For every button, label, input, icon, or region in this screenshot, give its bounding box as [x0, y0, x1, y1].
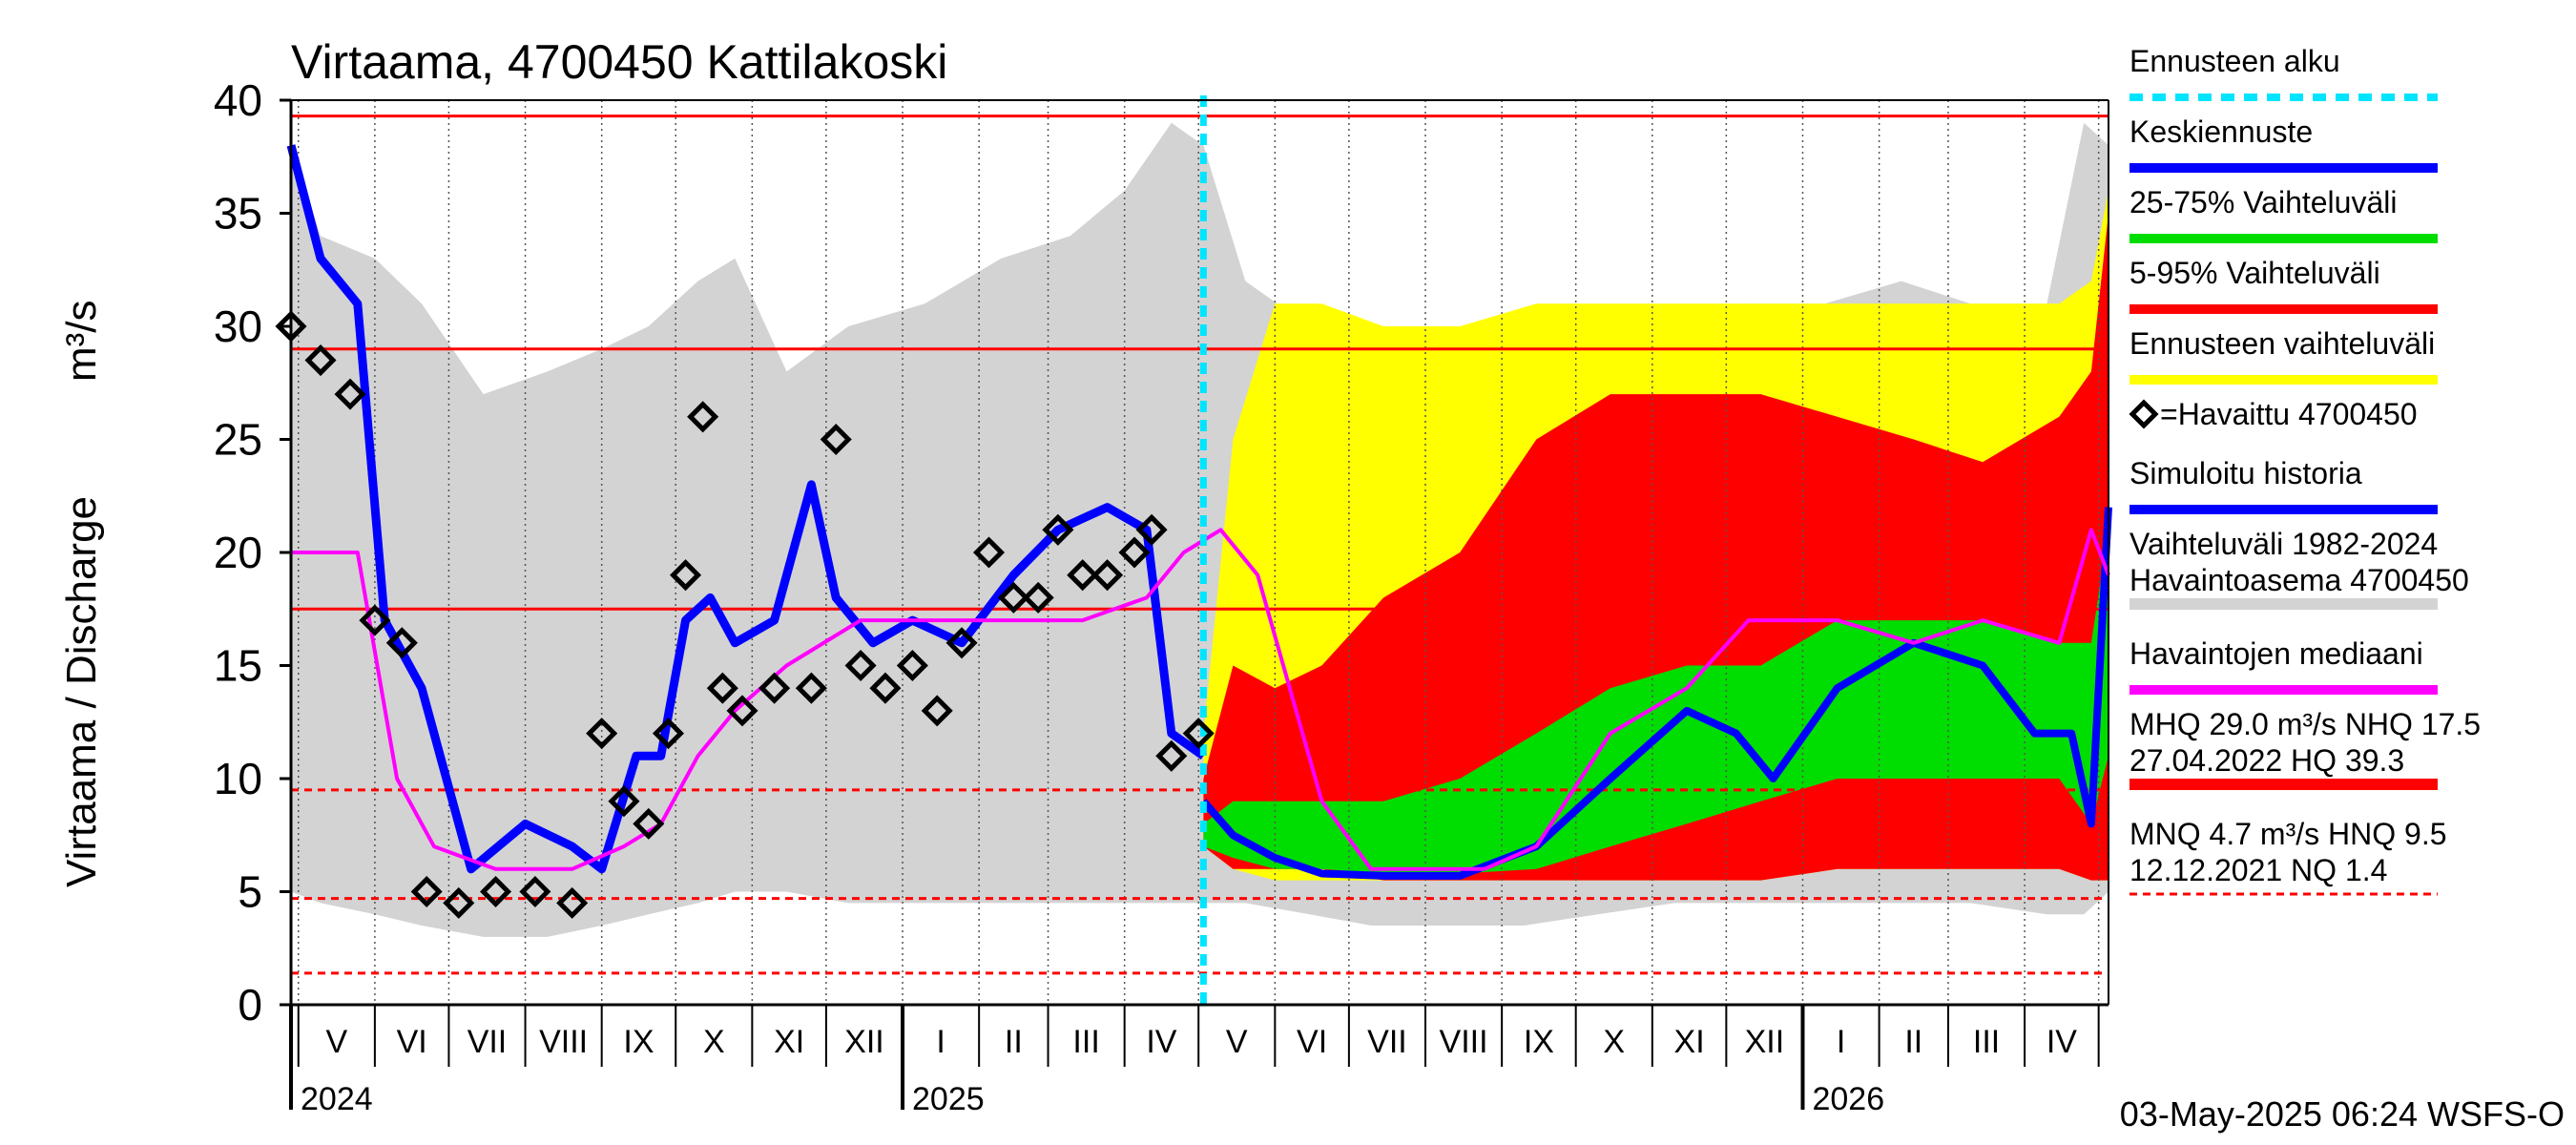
observed-point-35 [1182, 718, 1215, 750]
legend-label-10: MNQ 4.7 m³/s HNQ 9.5 [2129, 817, 2447, 851]
observed-point-13 [652, 718, 685, 750]
observed-point-5 [410, 875, 443, 908]
month-label-21: II [1904, 1024, 1922, 1060]
observed-point-29 [1042, 513, 1074, 546]
legend-label-1: Keskiennuste [2129, 114, 2313, 149]
line-0 [1200, 507, 2112, 880]
observed-point-2 [334, 378, 366, 410]
observed-point-15 [687, 401, 719, 433]
month-label-22: III [1973, 1024, 2000, 1060]
observed-point-21 [844, 649, 877, 682]
month-label-4: IX [623, 1024, 654, 1060]
observed-point-12 [633, 807, 665, 840]
observed-point-33 [1135, 513, 1168, 546]
legend-label-7-b: Havaintoasema 4700450 [2129, 563, 2469, 597]
observed-point-7 [480, 875, 512, 908]
legend-label-2: 25-75% Vaihteluväli [2129, 185, 2397, 219]
reference-lines [291, 114, 2109, 975]
observed-point-4 [385, 627, 418, 659]
observed-point-6 [443, 886, 475, 919]
y-tick-label-5: 5 [238, 867, 262, 917]
legend-label-8: Havaintojen mediaani [2129, 636, 2423, 671]
y-axis-unit: m³/s [58, 300, 105, 382]
observed-point-23 [896, 649, 928, 682]
month-label-7: XII [844, 1024, 884, 1060]
legend-label-9: MHQ 29.0 m³/s NHQ 17.5 [2129, 707, 2481, 741]
month-label-20: I [1837, 1024, 1845, 1060]
month-label-23: IV [2046, 1024, 2077, 1060]
observed-point-8 [519, 875, 551, 908]
month-label-8: I [936, 1024, 945, 1060]
legend-label-3: 5-95% Vaihteluväli [2129, 256, 2380, 290]
legend-label-4: Ennusteen vaihteluväli [2129, 326, 2435, 361]
month-label-2: VII [467, 1024, 508, 1060]
y-tick-label-30: 30 [214, 302, 262, 351]
legend-label-0: Ennusteen alku [2129, 44, 2340, 78]
observed-point-27 [997, 581, 1029, 614]
observed-point-31 [1091, 559, 1124, 592]
month-label-16: IX [1524, 1024, 1554, 1060]
observed-point-32 [1118, 536, 1151, 569]
month-label-18: XI [1674, 1024, 1705, 1060]
y-tick-label-10: 10 [214, 754, 262, 803]
month-label-19: XII [1745, 1024, 1785, 1060]
observed-point-24 [921, 695, 953, 727]
legend-label-9-b: 27.04.2022 HQ 39.3 [2129, 743, 2404, 778]
observed-point-28 [1022, 581, 1054, 614]
observed-point-26 [972, 536, 1006, 569]
month-label-9: II [1005, 1024, 1023, 1060]
month-label-10: III [1072, 1024, 1099, 1060]
legend-swatch-5 [2129, 399, 2159, 429]
legend-label-5: =Havaittu 4700450 [2160, 397, 2418, 431]
observed-points [275, 310, 1215, 919]
observed-point-25 [945, 627, 978, 659]
observed-point-22 [869, 672, 902, 704]
month-label-1: VI [397, 1024, 427, 1060]
legend-label-10-b: 12.12.2021 NQ 1.4 [2129, 853, 2387, 887]
observed-point-1 [304, 344, 337, 377]
month-label-13: VI [1297, 1024, 1327, 1060]
observed-point-9 [556, 886, 589, 919]
observed-point-20 [820, 423, 852, 456]
observed-point-10 [586, 718, 618, 750]
month-label-14: VII [1367, 1024, 1407, 1060]
month-label-0: V [325, 1024, 347, 1060]
chart-title: Virtaama, 4700450 Kattilakoski [291, 35, 947, 89]
observed-point-18 [758, 672, 791, 704]
y-tick-label-20: 20 [214, 528, 262, 577]
year-label-2: 2026 [1812, 1081, 1884, 1117]
month-label-12: V [1226, 1024, 1248, 1060]
observed-point-30 [1067, 559, 1099, 592]
month-label-6: XI [774, 1024, 804, 1060]
range-bands [291, 122, 2109, 937]
legend: Ennusteen alku Keskiennuste 25-75% Vaihtel… [2129, 44, 2481, 896]
observed-point-3 [359, 604, 391, 636]
observed-point-19 [795, 672, 827, 704]
band-3 [1203, 530, 2109, 874]
legend-label-7: Vaihteluväli 1982-2024 [2129, 527, 2438, 561]
y-axis-label: Virtaama / Discharge [58, 496, 105, 887]
observed-point-17 [726, 695, 758, 727]
observed-point-16 [706, 672, 738, 704]
month-label-17: X [1603, 1024, 1625, 1060]
month-label-3: VIII [539, 1024, 588, 1060]
observed-point-34 [1155, 739, 1188, 772]
y-tick-label-0: 0 [238, 980, 262, 1030]
observed-point-11 [608, 785, 640, 818]
month-label-11: IV [1146, 1024, 1176, 1060]
y-tick-label-40: 40 [214, 75, 262, 125]
line-2 [291, 528, 2110, 871]
y-tick-label-15: 15 [214, 641, 262, 691]
legend-label-6: Simuloitu historia [2129, 456, 2362, 490]
y-tick-label-25: 25 [214, 415, 262, 465]
month-label-15: VIII [1440, 1024, 1488, 1060]
footer-timestamp: 03-May-2025 06:24 WSFS-O [2120, 1094, 2565, 1134]
year-label-1: 2025 [912, 1081, 985, 1117]
month-label-5: X [703, 1024, 725, 1060]
year-label-0: 2024 [301, 1081, 373, 1117]
observed-point-14 [670, 559, 702, 592]
y-tick-label-35: 35 [214, 189, 262, 239]
